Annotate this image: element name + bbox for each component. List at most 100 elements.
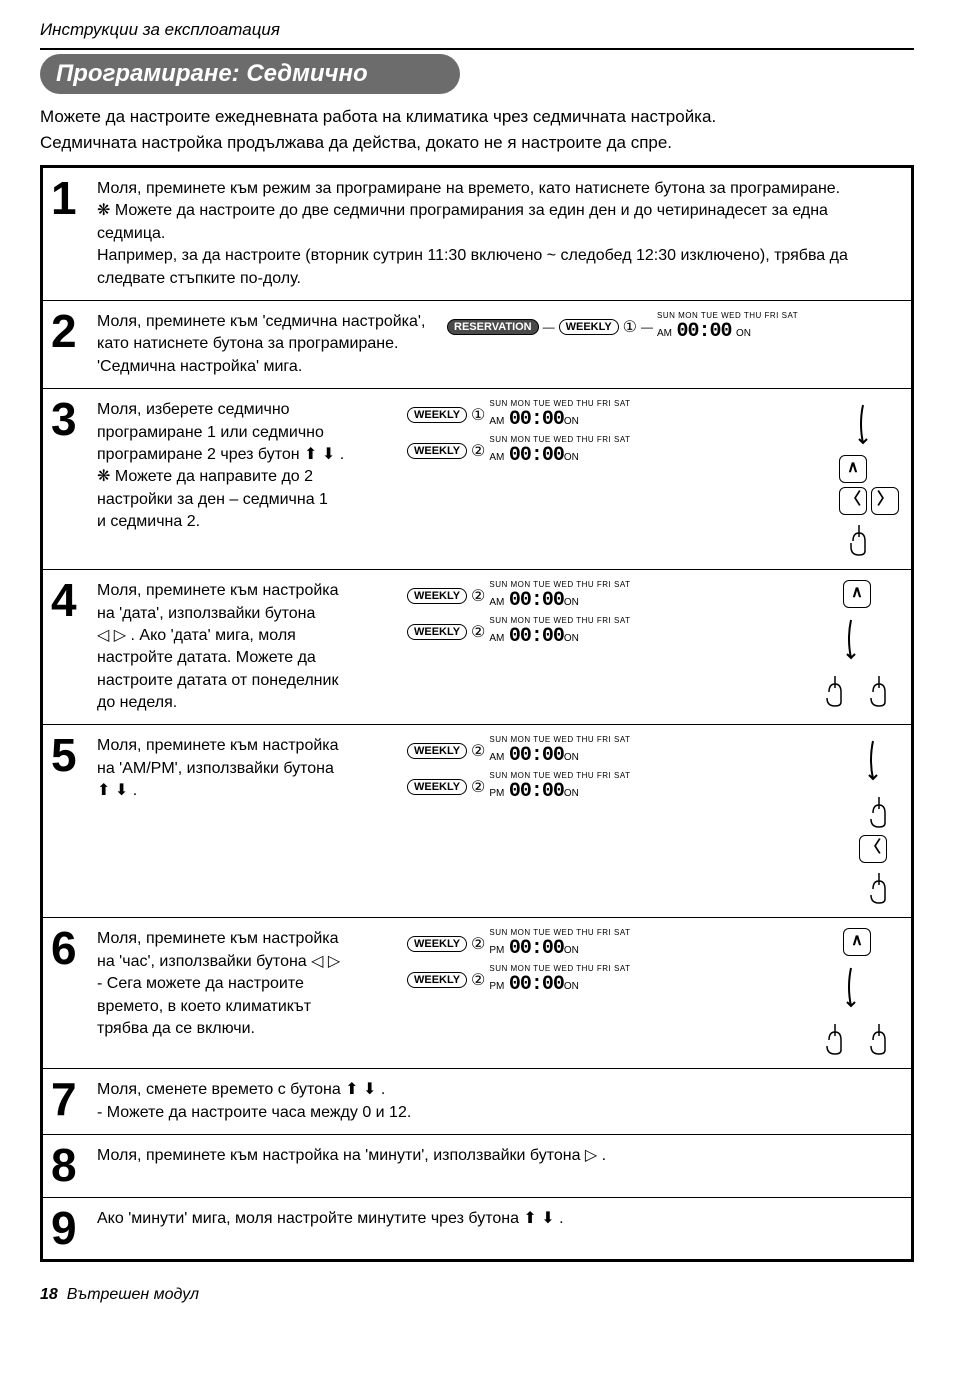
circ-2-icon: ② xyxy=(471,441,485,461)
right-button[interactable]: 〉 xyxy=(871,487,899,515)
weekly-label: WEEKLY xyxy=(407,443,467,459)
step-number: 7 xyxy=(51,1079,97,1120)
steps-container: 1 Моля, преминете към режим за програмир… xyxy=(40,165,914,1262)
step-row: 8 Моля, преминете към настройка на 'мину… xyxy=(43,1134,911,1196)
days-label: SUN MON TUE WED THU FRI SAT xyxy=(489,735,630,744)
on-label: ON xyxy=(564,945,579,956)
step-text: Моля, преминете към настройка на 'час', … xyxy=(97,928,397,1040)
weekly-label: WEEKLY xyxy=(407,407,467,423)
step-graphic: RESERVATION — WEEKLY ① — SUN MON TUE WED… xyxy=(447,311,899,343)
days-label: SUN MON TUE WED THU FRI SAT xyxy=(657,311,798,320)
up-button[interactable]: ∧ xyxy=(843,580,871,608)
time-digits: 00:00 xyxy=(509,589,564,612)
step-number: 5 xyxy=(51,735,97,776)
intro-text: Можете да настроите ежедневната работа н… xyxy=(40,104,914,155)
page-header: Инструкции за експлоатация xyxy=(40,20,914,40)
hand-icon xyxy=(859,1018,899,1058)
on-label: ON xyxy=(564,633,579,644)
header-divider xyxy=(40,48,914,50)
step-text: Моля, преминете към настройка на 'AM/PM'… xyxy=(97,735,397,802)
days-label: SUN MON TUE WED THU FRI SAT xyxy=(489,399,630,408)
on-label: ON xyxy=(564,597,579,608)
intro-line: Седмичната настройка продължава да дейст… xyxy=(40,130,914,156)
step-row: 2 Моля, преминете към 'седмична настройк… xyxy=(43,300,911,388)
step-buttons: ∧ 〈 〉 xyxy=(839,399,899,559)
am-label: AM xyxy=(489,752,504,763)
curve-arrow-icon xyxy=(845,614,869,664)
time-digits: 00:00 xyxy=(676,320,731,343)
days-label: SUN MON TUE WED THU FRI SAT xyxy=(489,435,630,444)
step-text: Моля, преминете към настройка на 'минути… xyxy=(97,1145,606,1167)
hand-icon xyxy=(859,867,899,907)
hand-icon xyxy=(839,519,879,559)
step-row: 5 Моля, преминете към настройка на 'AM/P… xyxy=(43,724,911,917)
time-digits: 00:00 xyxy=(509,973,564,996)
on-label: ON xyxy=(564,981,579,992)
pm-label: PM xyxy=(489,981,504,992)
left-button[interactable]: 〈 xyxy=(859,835,887,863)
step-number: 2 xyxy=(51,311,97,352)
weekly-label: WEEKLY xyxy=(407,624,467,640)
time-digits: 00:00 xyxy=(509,744,564,767)
am-label: AM xyxy=(489,597,504,608)
circ-2-icon: ② xyxy=(471,741,485,761)
hand-icon xyxy=(815,670,855,710)
pm-label: PM xyxy=(489,945,504,956)
hand-icon xyxy=(815,1018,855,1058)
time-digits: 00:00 xyxy=(509,408,564,431)
left-button[interactable]: 〈 xyxy=(839,487,867,515)
time-digits: 00:00 xyxy=(509,444,564,467)
step-text: Моля, преминете към режим за програмиран… xyxy=(97,178,899,290)
step-text: Моля, преминете към настройка на 'дата',… xyxy=(97,580,397,714)
days-label: SUN MON TUE WED THU FRI SAT xyxy=(489,616,630,625)
on-label: ON xyxy=(564,752,579,763)
page-number: 18 xyxy=(40,1286,58,1303)
step-text: Моля, сменете времето с бутона ⬆ ⬇ . - М… xyxy=(97,1079,411,1124)
step-number: 4 xyxy=(51,580,97,621)
am-label: AM xyxy=(489,633,504,644)
on-label: ON xyxy=(564,788,579,799)
weekly-label: WEEKLY xyxy=(407,936,467,952)
step-number: 9 xyxy=(51,1208,97,1249)
curve-arrow-icon xyxy=(845,962,869,1012)
time-digits: 00:00 xyxy=(509,780,564,803)
step-number: 8 xyxy=(51,1145,97,1186)
weekly-label: WEEKLY xyxy=(407,588,467,604)
step-row: 1 Моля, преминете към режим за програмир… xyxy=(43,168,911,300)
step-graphic: WEEKLY ② SUN MON TUE WED THU FRI SAT AM … xyxy=(407,580,805,648)
step-row: 7 Моля, сменете времето с бутона ⬆ ⬇ . -… xyxy=(43,1068,911,1134)
step-number: 1 xyxy=(51,178,97,219)
circ-2-icon: ② xyxy=(471,934,485,954)
am-label: AM xyxy=(657,328,672,339)
on-label: ON xyxy=(564,452,579,463)
up-button[interactable]: ∧ xyxy=(839,455,867,483)
hand-icon xyxy=(859,791,899,831)
time-digits: 00:00 xyxy=(509,625,564,648)
days-label: SUN MON TUE WED THU FRI SAT xyxy=(489,580,630,589)
step-graphic: WEEKLY ② SUN MON TUE WED THU FRI SAT PM … xyxy=(407,928,805,996)
reservation-label: RESERVATION xyxy=(447,319,539,335)
step-number: 3 xyxy=(51,399,97,440)
section-title: Програмиране: Седмично xyxy=(40,54,460,94)
intro-line: Можете да настроите ежедневната работа н… xyxy=(40,104,914,130)
step-row: 9 Ако 'минути' мига, моля настройте мину… xyxy=(43,1197,911,1259)
circ-1-icon: ① xyxy=(471,405,485,425)
time-digits: 00:00 xyxy=(509,937,564,960)
step-number: 6 xyxy=(51,928,97,969)
circ-2-icon: ② xyxy=(471,586,485,606)
step-graphic: WEEKLY ① SUN MON TUE WED THU FRI SAT AM … xyxy=(407,399,829,467)
circ-1-icon: ① xyxy=(623,317,637,337)
curve-arrow-icon xyxy=(867,735,891,785)
circ-2-icon: ② xyxy=(471,777,485,797)
pm-label: PM xyxy=(489,788,504,799)
page-footer: 18 Вътрешен модул xyxy=(40,1286,914,1304)
step-text: Ако 'минути' мига, моля настройте минути… xyxy=(97,1208,564,1230)
on-label: ON xyxy=(564,416,579,427)
weekly-label: WEEKLY xyxy=(407,972,467,988)
days-label: SUN MON TUE WED THU FRI SAT xyxy=(489,771,630,780)
up-button[interactable]: ∧ xyxy=(843,928,871,956)
step-buttons: ∧ xyxy=(815,928,899,1058)
step-buttons: ∧ xyxy=(815,580,899,710)
hand-icon xyxy=(859,670,899,710)
step-text: Моля, изберете седмично програмиране 1 и… xyxy=(97,399,397,533)
